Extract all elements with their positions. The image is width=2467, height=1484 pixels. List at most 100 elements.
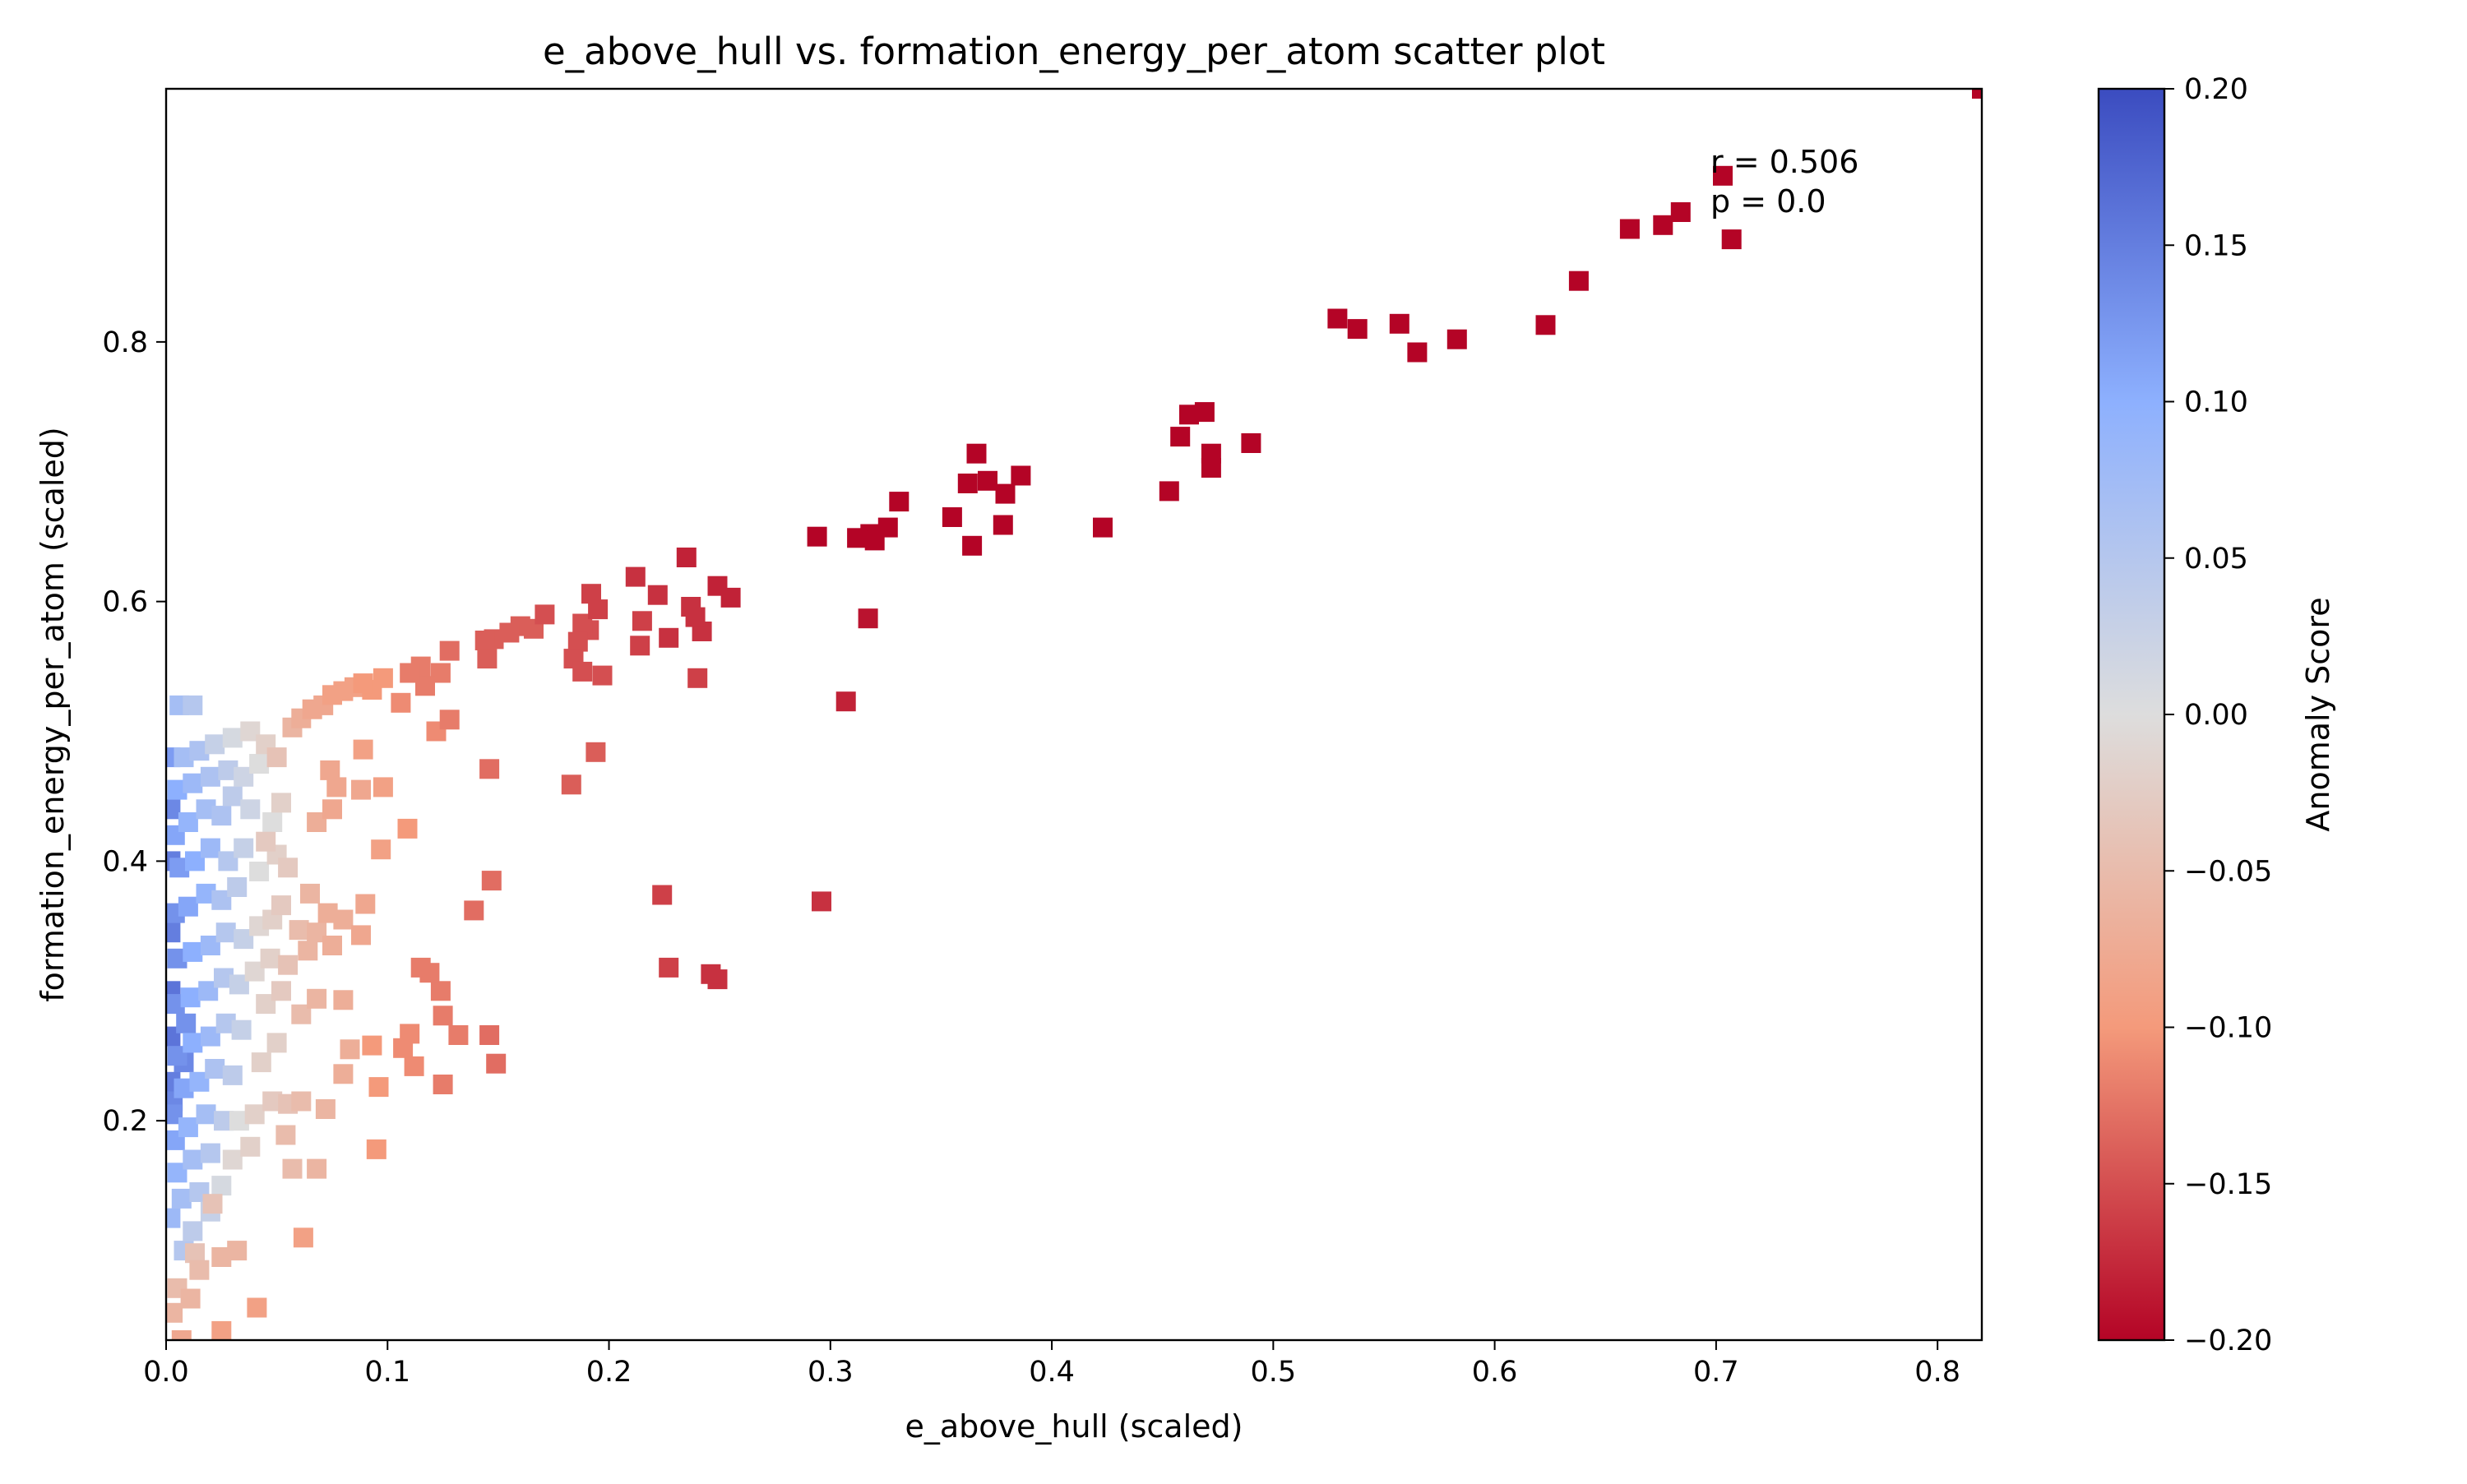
x-tick-label: 0.6 (1472, 1356, 1518, 1389)
data-point (271, 793, 291, 813)
data-point (373, 777, 393, 797)
data-point (400, 663, 420, 683)
data-point (1170, 427, 1191, 447)
data-point (180, 987, 201, 1008)
data-point (183, 941, 203, 962)
data-point (966, 443, 987, 464)
data-point (368, 1077, 389, 1098)
data-point (278, 858, 299, 878)
data-point (632, 611, 652, 631)
data-point (448, 1025, 469, 1045)
data-point (211, 806, 232, 826)
data-point (1389, 313, 1409, 334)
data-point (812, 891, 831, 912)
annotation-p: p = 0.0 (1710, 183, 1826, 220)
colorbar-tick-label: −0.10 (2184, 1012, 2272, 1045)
x-axis: 0.0 0.1 0.2 0.3 0.4 0.5 0.6 0.7 0.8 (143, 1340, 1960, 1389)
data-point (315, 1099, 336, 1119)
data-point (200, 1143, 220, 1163)
colorbar-tick-label: 0.15 (2184, 229, 2248, 262)
data-point (962, 535, 983, 556)
data-point (307, 1158, 327, 1179)
data-point (320, 760, 340, 780)
colorbar-axis: 0.20 0.15 0.10 0.05 0.00 −0.05 −0.10 −0.15 −0.20 (2164, 73, 2272, 1357)
data-point (260, 948, 280, 969)
data-point (183, 773, 203, 793)
y-tick-label: 0.8 (102, 326, 148, 359)
y-tick-label: 0.6 (102, 586, 148, 619)
data-point (293, 1227, 313, 1248)
data-point (481, 871, 502, 891)
data-point (439, 640, 460, 661)
data-point (291, 1091, 312, 1112)
data-point (200, 838, 220, 858)
colorbar (2097, 87, 2166, 1342)
data-point (1670, 202, 1691, 222)
data-point (282, 1158, 303, 1179)
data-point (300, 883, 320, 904)
data-point (1179, 405, 1199, 425)
x-tick-label: 0.2 (586, 1356, 632, 1389)
colorbar-tick-label: −0.05 (2184, 855, 2272, 888)
data-point (1011, 465, 1031, 486)
data-point (166, 1208, 181, 1228)
data-point (1535, 315, 1556, 335)
data-point (189, 1260, 210, 1280)
data-point (166, 1302, 183, 1323)
x-tick-label: 0.4 (1029, 1356, 1075, 1389)
data-point (652, 885, 673, 905)
data-point (298, 941, 318, 961)
x-tick-label: 0.8 (1914, 1356, 1960, 1389)
data-point (864, 530, 885, 551)
data-point (479, 1025, 500, 1045)
colorbar-label: Anomaly Score (2300, 597, 2336, 831)
data-point (707, 576, 728, 596)
x-tick-label: 0.3 (808, 1356, 854, 1389)
data-point (474, 631, 495, 650)
data-point (835, 691, 856, 712)
data-point (180, 1288, 201, 1309)
data-point (266, 747, 287, 768)
data-point (178, 896, 198, 917)
data-point (317, 903, 338, 923)
data-point (266, 1033, 287, 1053)
data-point (244, 1104, 265, 1125)
data-point (251, 1052, 271, 1073)
data-point (1159, 481, 1179, 502)
data-point (391, 692, 411, 713)
data-point (659, 957, 679, 978)
data-point (262, 812, 283, 832)
data-point (439, 710, 460, 730)
data-point (366, 1139, 386, 1159)
data-point (247, 1297, 267, 1318)
data-point (687, 668, 708, 688)
data-point (215, 922, 236, 943)
data-point (196, 1104, 216, 1125)
data-point (1194, 402, 1215, 423)
data-point (561, 774, 581, 795)
chart-title: e_above_hull vs. formation_energy_per_at… (543, 30, 1605, 73)
data-point (302, 699, 322, 719)
data-point (995, 483, 1016, 504)
data-point (271, 895, 291, 916)
data-point (222, 1065, 243, 1085)
data-point (625, 566, 646, 587)
x-axis-label: e_above_hull (scaled) (905, 1408, 1243, 1445)
data-point (681, 597, 701, 617)
data-point (307, 988, 327, 1009)
data-point (942, 507, 962, 527)
data-point (249, 754, 270, 774)
data-point (647, 585, 668, 605)
y-tick-label: 0.4 (102, 845, 148, 878)
x-tick-label: 0.5 (1251, 1356, 1297, 1389)
data-point (659, 627, 679, 648)
data-point (858, 608, 878, 629)
data-point (211, 1176, 232, 1196)
data-point (889, 492, 910, 512)
data-point (701, 964, 721, 984)
data-point (567, 631, 588, 652)
annotation-r: r = 0.506 (1710, 144, 1858, 180)
data-point (393, 1038, 414, 1058)
data-point (205, 1059, 225, 1079)
data-point (222, 1149, 243, 1170)
